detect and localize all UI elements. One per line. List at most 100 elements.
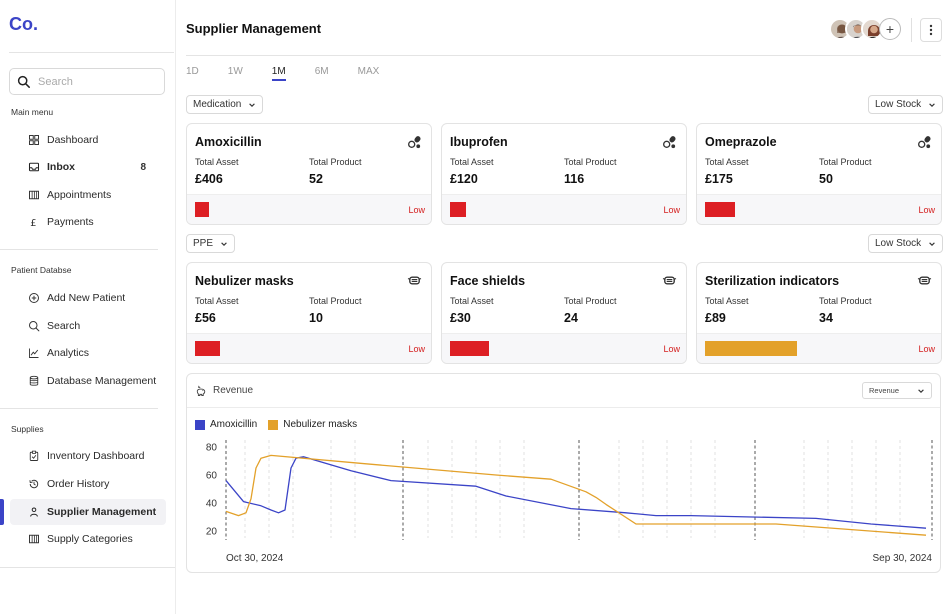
svg-text:£: £ — [30, 218, 36, 228]
sidebar-active-highlight — [10, 499, 166, 525]
tab-1m[interactable]: 1M — [271, 66, 286, 81]
legend-label: Nebulizer masks — [283, 419, 358, 430]
search-input[interactable] — [38, 75, 148, 88]
tab-max[interactable]: MAX — [357, 66, 380, 77]
dropdown-value: Revenue — [869, 386, 900, 395]
product-label: Total Product — [309, 157, 362, 167]
supplier-card[interactable]: Face shields Total Asset Total Product £… — [441, 262, 687, 364]
inbox-count-badge: 8 — [140, 161, 146, 173]
supplier-card[interactable]: Amoxicillin Total Asset Total Product £4… — [186, 123, 432, 225]
stock-level-bar — [195, 341, 220, 356]
header-divider — [186, 55, 941, 56]
sort-dropdown[interactable]: Low Stock — [868, 234, 944, 253]
legend-label: Amoxicillin — [210, 419, 258, 430]
sidebar-item-inbox[interactable]: Inbox 8 — [28, 157, 164, 177]
x-start-label: Oct 30, 2024 — [226, 553, 284, 564]
section-patient-database: Patient Databse — [11, 265, 72, 275]
asset-label: Total Asset — [705, 157, 749, 167]
y-tick-label: 80 — [206, 443, 218, 454]
pills-icon — [663, 136, 676, 149]
ppe-filter-dropdown[interactable]: PPE — [186, 234, 236, 253]
sidebar-item-dashboard[interactable]: Dashboard — [28, 130, 164, 150]
chevron-down-icon — [918, 388, 924, 393]
sidebar-item-order-history[interactable]: Order History — [28, 474, 164, 494]
sidebar-item-analytics[interactable]: Analytics — [28, 343, 164, 363]
card-title: Nebulizer masks — [195, 274, 294, 288]
chart-legend: Amoxicillin Nebulizer masks — [195, 419, 368, 430]
pills-icon — [918, 136, 931, 149]
asset-value: £30 — [450, 311, 471, 325]
stock-level-bar — [705, 202, 735, 217]
sidebar-item-payments[interactable]: £ Payments — [28, 212, 164, 232]
page-title: Supplier Management — [186, 21, 322, 36]
search-box[interactable] — [9, 68, 165, 95]
tab-1d[interactable]: 1D — [186, 66, 199, 77]
sidebar-divider — [0, 567, 175, 568]
supplier-card[interactable]: Ibuprofen Total Asset Total Product £120… — [441, 123, 687, 225]
product-label: Total Product — [819, 296, 872, 306]
sidebar-item-label: Payments — [47, 216, 94, 228]
add-collaborator-button[interactable]: + — [879, 18, 901, 40]
series-line-nebulizer-masks — [225, 454, 927, 536]
card-title: Face shields — [450, 274, 526, 288]
sidebar-item-supply-categories[interactable]: Supply Categories — [28, 529, 164, 549]
revenue-dropdown[interactable]: Revenue — [862, 382, 932, 399]
stock-level-bar — [195, 202, 209, 217]
asset-label: Total Asset — [450, 157, 494, 167]
sidebar-item-label: Inventory Dashboard — [47, 450, 145, 462]
sidebar-item-appointments[interactable]: Appointments — [28, 185, 164, 205]
supplier-card[interactable]: Nebulizer masks Total Asset Total Produc… — [186, 262, 432, 364]
asset-label: Total Asset — [195, 296, 239, 306]
search-icon — [17, 75, 30, 88]
product-value: 116 — [564, 172, 585, 186]
product-value: 52 — [309, 172, 323, 186]
chevron-down-icon — [249, 102, 256, 107]
card-title: Sterilization indicators — [705, 274, 840, 288]
legend-item-amoxicillin[interactable]: Amoxicillin — [195, 419, 257, 430]
sidebar-item-label: Supply Categories — [47, 533, 133, 545]
sidebar-item-database-management[interactable]: Database Management — [28, 371, 164, 391]
piggy-bank-icon — [196, 385, 206, 396]
more-options-button[interactable] — [920, 18, 942, 42]
search-icon — [29, 321, 40, 332]
supplier-card[interactable]: Omeprazole Total Asset Total Product £17… — [696, 123, 942, 225]
columns-icon — [29, 534, 39, 544]
revenue-title: Revenue — [213, 385, 254, 396]
x-end-label: Sep 30, 2024 — [873, 553, 933, 564]
sort-dropdown[interactable]: Low Stock — [868, 95, 944, 114]
card-title: Ibuprofen — [450, 135, 508, 149]
asset-value: £175 — [705, 172, 733, 186]
sidebar-item-search[interactable]: Search — [28, 316, 164, 336]
columns-icon — [29, 190, 39, 200]
avatar[interactable] — [829, 18, 851, 40]
time-range-tabs: 1D 1W 1M 6M MAX — [186, 66, 408, 81]
y-tick-label: 20 — [206, 527, 218, 538]
card-footer: Low — [442, 333, 686, 363]
stock-level-bar — [450, 202, 466, 217]
sidebar-item-label: Order History — [47, 478, 110, 490]
inbox-icon — [28, 162, 40, 172]
card-footer: Low — [697, 194, 941, 224]
sidebar-item-label: Database Management — [47, 375, 157, 387]
medication-filter-dropdown[interactable]: Medication — [186, 95, 264, 114]
collaborator-avatars[interactable]: + — [829, 18, 901, 40]
pound-icon: £ — [30, 218, 36, 228]
legend-swatch — [195, 419, 205, 430]
tab-6m[interactable]: 6M — [314, 66, 329, 77]
dropdown-value: PPE — [193, 238, 214, 249]
dropdown-value: Low Stock — [875, 238, 922, 249]
stock-status: Low — [663, 344, 680, 354]
asset-value: £406 — [195, 172, 223, 186]
grid-icon — [29, 135, 39, 145]
sidebar-item-supplier-management[interactable]: Supplier Management — [28, 502, 164, 522]
tab-1w[interactable]: 1W — [227, 66, 243, 77]
dropdown-value: Low Stock — [875, 99, 922, 110]
supplier-card[interactable]: Sterilization indicators Total Asset Tot… — [696, 262, 942, 364]
plus-circle-icon — [29, 293, 39, 303]
app-logo: Co. — [9, 14, 38, 34]
avatar[interactable] — [861, 18, 883, 40]
legend-item-nebulizer-masks[interactable]: Nebulizer masks — [268, 419, 357, 430]
sidebar-item-inventory-dashboard[interactable]: Inventory Dashboard — [28, 446, 164, 466]
sidebar-item-add-new-patient[interactable]: Add New Patient — [28, 288, 164, 308]
sidebar-divider — [9, 52, 174, 53]
